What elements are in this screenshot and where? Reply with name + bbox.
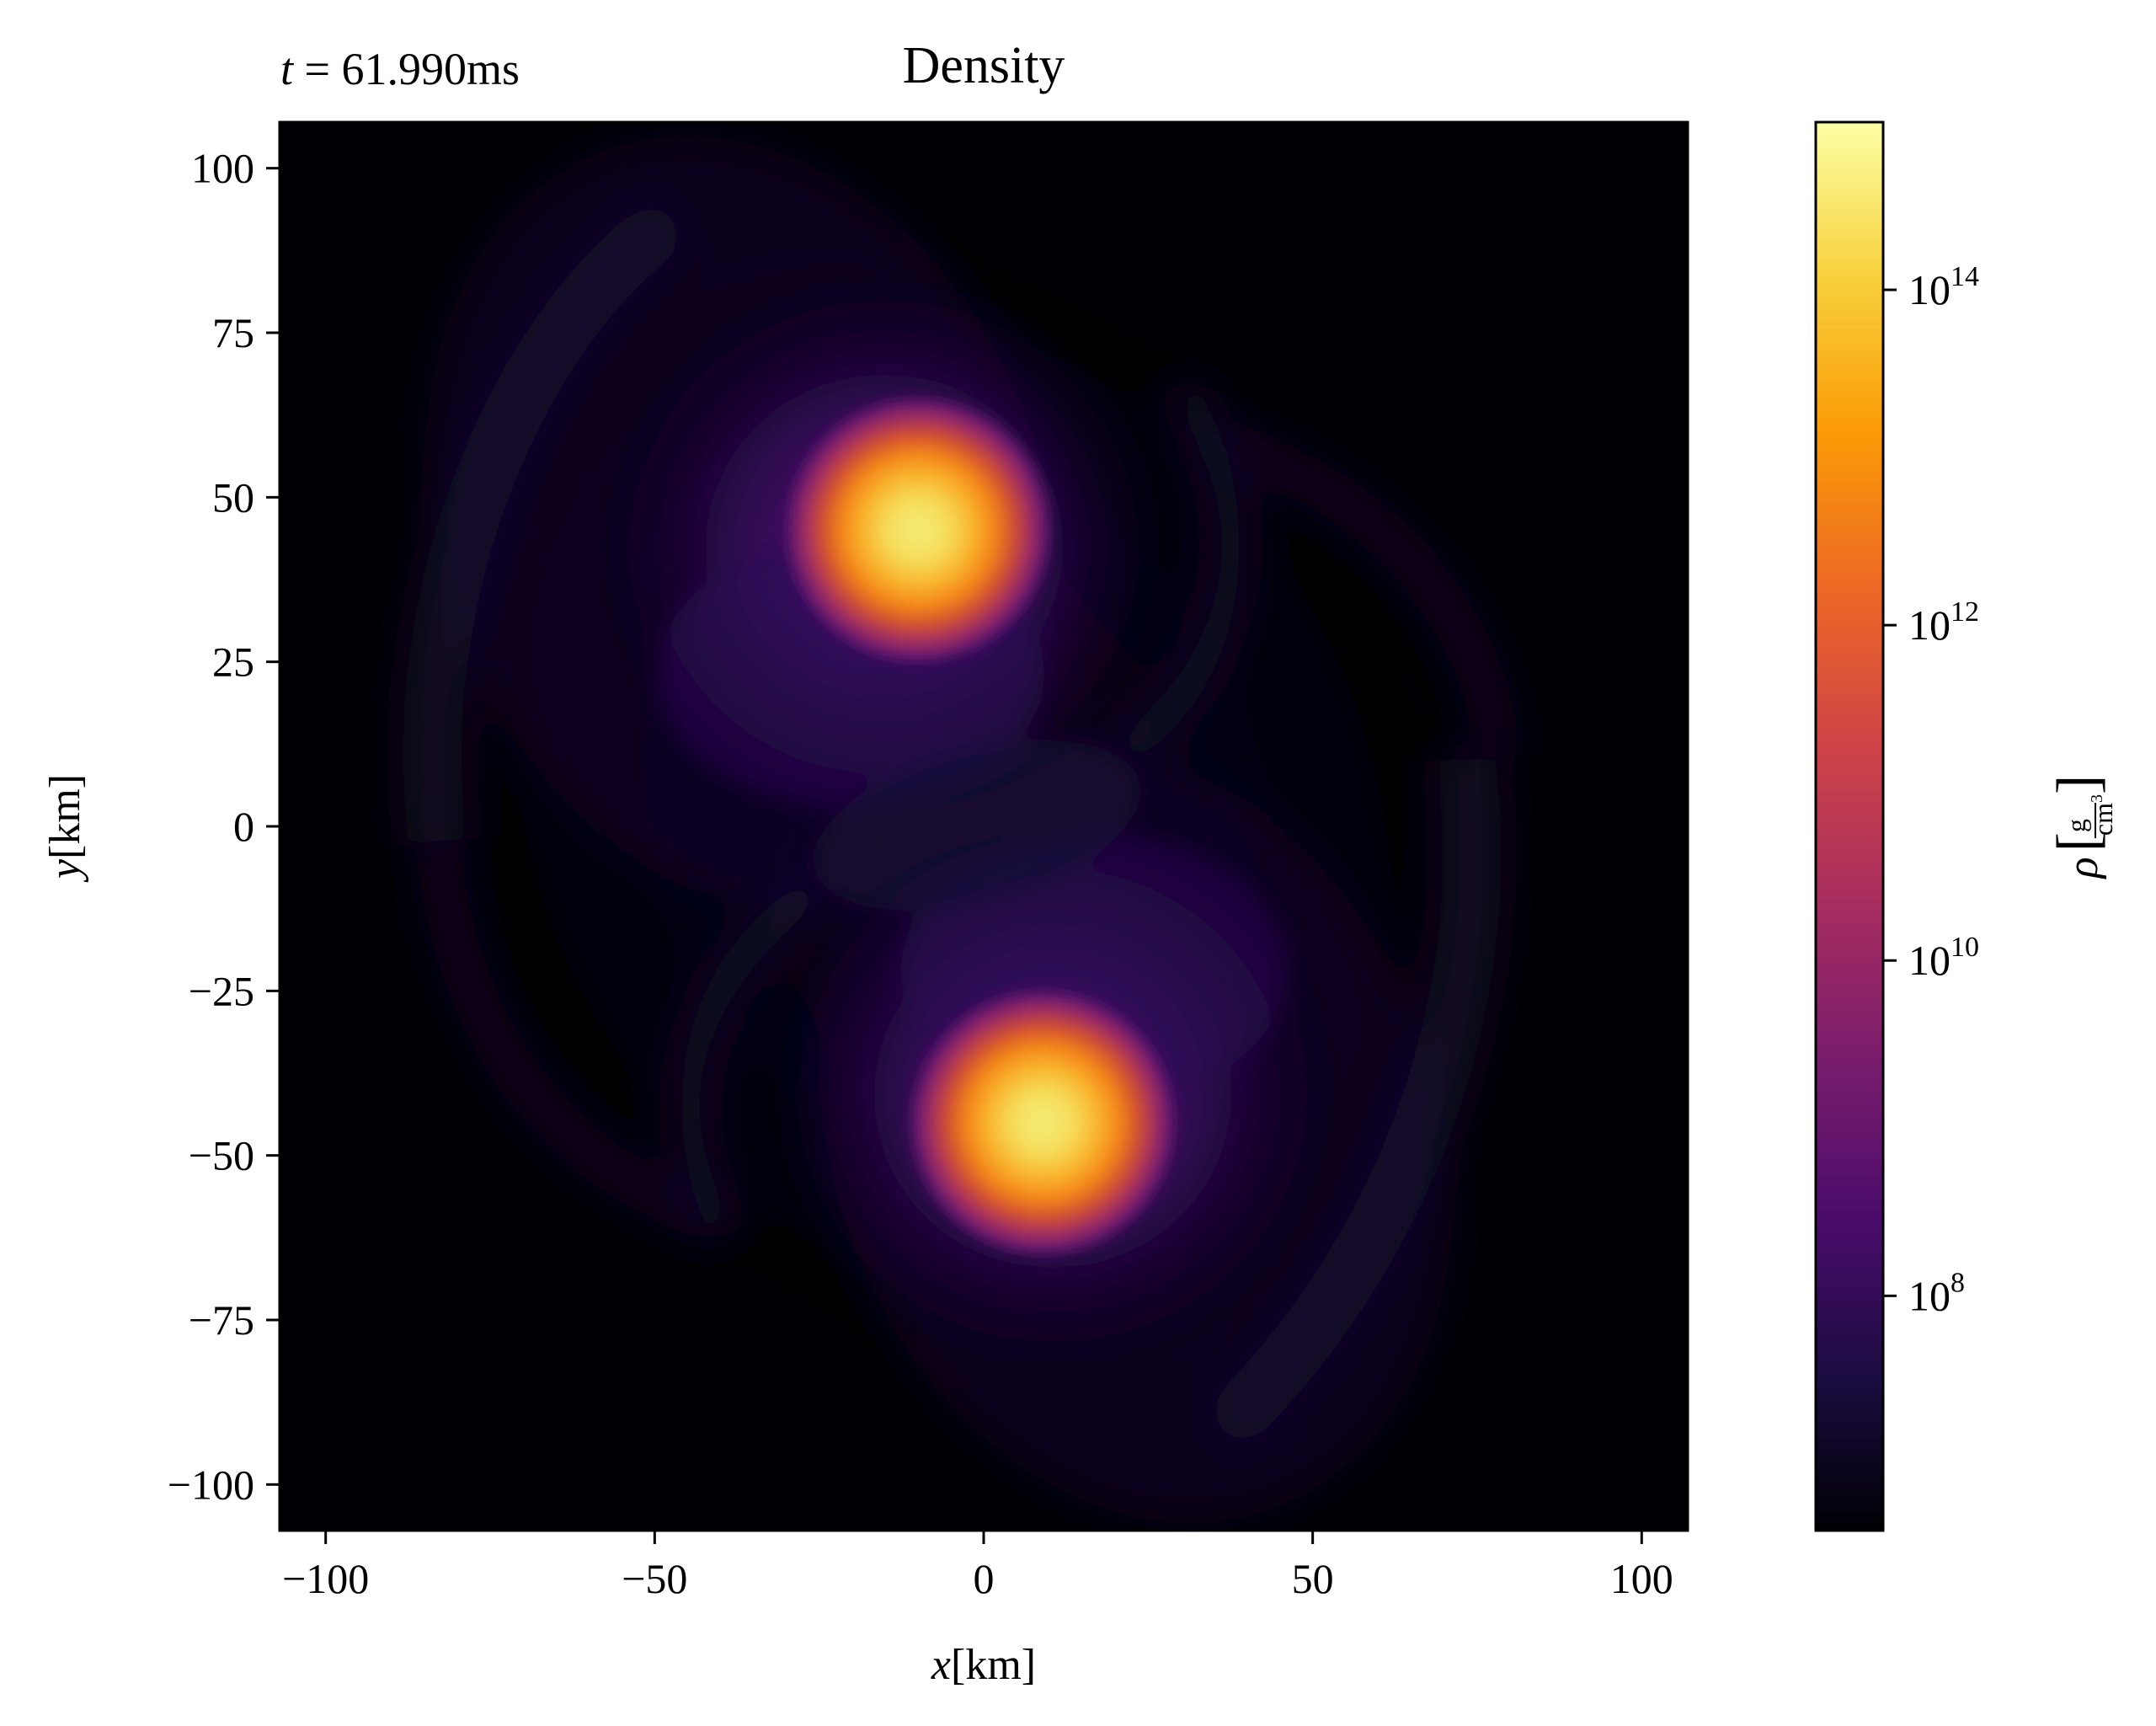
x-axis: −100 −50 0 50 100 [282,1531,1673,1602]
y-tick-label: −25 [189,967,254,1014]
colorbar-ticks: 108 1010 1012 1014 [1883,261,1979,1319]
x-tick-label: 100 [1610,1555,1673,1602]
y-axis-label: y[km] [41,774,89,883]
colorbar-label: ρ[gcm3] [2046,775,2118,880]
y-tick-label: 75 [212,309,254,356]
y-tick-label: −100 [168,1461,254,1508]
colorbar: 108 1010 1012 1014 ρ[gcm3] [1814,120,2118,1532]
colorbar-tick-label: 1014 [1908,261,1979,313]
y-tick-label: −75 [189,1296,254,1344]
x-tick-label: −100 [282,1555,369,1602]
time-annotation: t = 61.990ms [280,44,520,94]
density-core-1 [778,391,1057,670]
x-axis-label: x[km] [931,1641,1036,1689]
x-tick-label: 0 [974,1555,995,1602]
x-tick-label: 50 [1292,1555,1334,1602]
colorbar-tick-label: 108 [1908,1267,1965,1319]
colorbar-tick-label: 1010 [1908,932,1979,984]
colorbar-tick-label: 1012 [1908,596,1979,649]
chart-title: Density [903,37,1065,94]
y-tick-label: 25 [212,639,254,686]
density-core-2 [904,983,1182,1262]
y-tick-label: 50 [212,473,254,521]
y-tick-label: −50 [189,1132,254,1179]
y-tick-label: 100 [191,145,254,192]
x-tick-label: −50 [622,1555,687,1602]
y-axis: 100 75 50 25 0 −25 −50 −75 −100 [168,145,280,1508]
y-tick-label: 0 [233,803,254,850]
density-cores [778,391,1182,1262]
density-heatmap [280,122,1688,1531]
colorbar-gradient [1814,120,1885,1532]
